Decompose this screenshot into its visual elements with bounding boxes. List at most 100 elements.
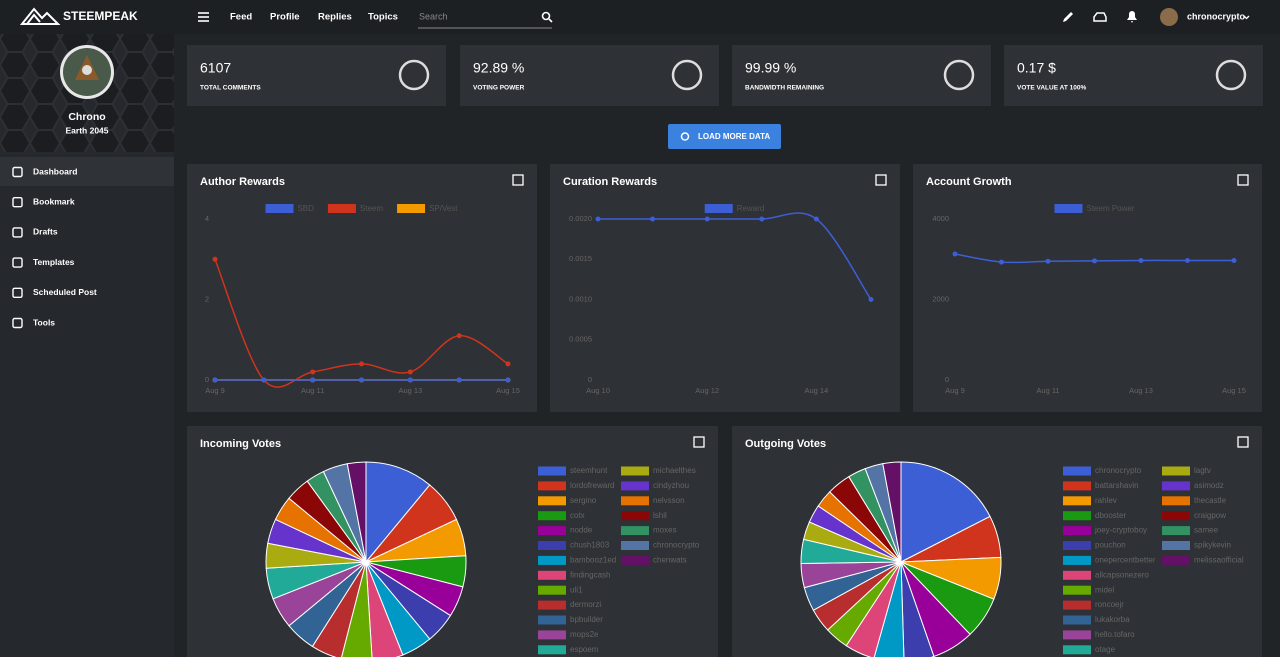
nav-link[interactable]: Replies: [318, 12, 352, 23]
stat-icon: [671, 59, 703, 91]
load-more-label[interactable]: LOAD MORE DATA: [698, 132, 770, 141]
legend-label: lagtv: [1194, 466, 1211, 475]
legend-label: samee: [1194, 526, 1219, 535]
stat-value: 0.17 $: [1017, 60, 1056, 76]
legend-swatch: [621, 555, 649, 565]
legend-swatch: [1162, 466, 1190, 476]
legend-swatch: [704, 204, 733, 213]
user-chevron[interactable]: [1243, 15, 1250, 20]
legend-label: espoem: [570, 645, 599, 654]
menu-item[interactable]: Templates: [33, 257, 75, 267]
chart-card: [550, 164, 900, 412]
y-tick-label: 4: [205, 214, 209, 223]
legend-swatch: [265, 204, 294, 213]
chart-title: Account Growth: [926, 176, 1012, 188]
legend-label: spikykevin: [1194, 541, 1231, 550]
pie-slice: [365, 561, 404, 657]
legend-swatch: [1063, 481, 1091, 491]
legend-label: mops2e: [570, 630, 599, 639]
y-tick-label: 0.0015: [569, 254, 592, 263]
menu-item[interactable]: Scheduled Post: [33, 287, 97, 297]
legend-swatch: [1162, 555, 1190, 565]
menu-item[interactable]: Dashboard: [33, 166, 77, 176]
legend-swatch: [538, 496, 566, 506]
hamburger[interactable]: [198, 12, 209, 22]
legend-label: rahlev: [1095, 496, 1117, 505]
menu-item[interactable]: Bookmark: [33, 196, 75, 206]
data-point: [1231, 257, 1237, 263]
legend-label: dermorzi: [570, 600, 601, 609]
nav-link[interactable]: Profile: [270, 12, 300, 23]
pie-slice: [882, 461, 902, 563]
menu-icon: [12, 287, 23, 298]
bell-icon[interactable]: [1127, 11, 1137, 23]
expand-icon[interactable]: [693, 436, 705, 448]
menu-icon: [12, 166, 23, 178]
logo-icon: [19, 7, 61, 25]
legend-label: craigpow: [1194, 511, 1226, 520]
chart-title: Incoming Votes: [200, 438, 281, 450]
legend-swatch: [621, 481, 649, 491]
data-point: [407, 377, 413, 383]
legend-label: chenwats: [653, 556, 687, 565]
profile-location: Earth 2045: [66, 125, 109, 135]
y-tick-label: 4000: [932, 214, 949, 223]
legend-swatch: [397, 204, 426, 213]
legend-label: otage: [1095, 645, 1116, 654]
expand-icon[interactable]: [1237, 436, 1249, 448]
legend-swatch: [538, 541, 566, 550]
y-tick-label: 2: [205, 294, 209, 303]
logo-text[interactable]: STEEMPEAK: [63, 9, 138, 23]
legend-label: hello.tofaro: [1095, 630, 1135, 639]
data-point: [1092, 258, 1097, 264]
legend-swatch: [1063, 511, 1091, 521]
legend-swatch: [538, 466, 566, 476]
load-more-button[interactable]: [668, 124, 781, 149]
legend-label: cotx: [570, 511, 585, 520]
legend-swatch: [1054, 204, 1083, 213]
expand-icon[interactable]: [875, 174, 887, 186]
nav-link[interactable]: Feed: [230, 12, 252, 23]
legend-label: chush1803: [570, 541, 610, 550]
stat-label: BANDWIDTH REMAINING: [745, 85, 824, 92]
stat-value: 6107: [200, 60, 231, 76]
x-tick-label: Aug 9: [205, 386, 225, 395]
legend-label: Steem: [360, 204, 383, 213]
legend-label: lshil: [653, 511, 667, 520]
expand-icon[interactable]: [1237, 174, 1249, 186]
data-point: [1185, 257, 1190, 263]
stat-icon: [1215, 59, 1247, 91]
legend-label: dbooster: [1095, 511, 1126, 520]
edit-icon[interactable]: [1063, 12, 1073, 22]
data-point: [261, 377, 267, 383]
nav-link[interactable]: Topics: [368, 12, 398, 23]
stat-value: 99.99 %: [745, 60, 796, 76]
data-point: [310, 377, 316, 383]
y-tick-label: 2000: [932, 294, 949, 303]
legend-swatch: [1162, 496, 1190, 506]
data-point: [650, 216, 656, 222]
expand-icon[interactable]: [512, 174, 524, 186]
menu-item[interactable]: Drafts: [33, 227, 58, 237]
search-input[interactable]: Search: [419, 11, 448, 21]
stat-card: [1004, 45, 1263, 106]
pie-slice: [900, 561, 935, 657]
legend-label: bambooz1ed: [570, 556, 616, 565]
user-avatar[interactable]: [1160, 8, 1178, 26]
x-tick-label: Aug 11: [1036, 386, 1059, 395]
y-tick-label: 0: [588, 375, 592, 384]
legend-swatch: [621, 526, 649, 536]
menu-item[interactable]: Tools: [33, 317, 55, 327]
inbox-icon[interactable]: [1093, 12, 1107, 22]
x-tick-label: Aug 11: [301, 386, 324, 395]
legend-label: roncoejr: [1095, 600, 1124, 609]
profile-name: Chrono: [68, 111, 105, 123]
search-icon[interactable]: [541, 11, 553, 23]
menu-icon: [12, 317, 23, 329]
user-name[interactable]: chronocrypto: [1187, 11, 1246, 21]
stat-label: VOTE VALUE AT 100%: [1017, 85, 1086, 92]
stat-card: [187, 45, 446, 106]
legend-swatch: [1063, 466, 1091, 476]
x-tick-label: Aug 13: [398, 386, 422, 395]
